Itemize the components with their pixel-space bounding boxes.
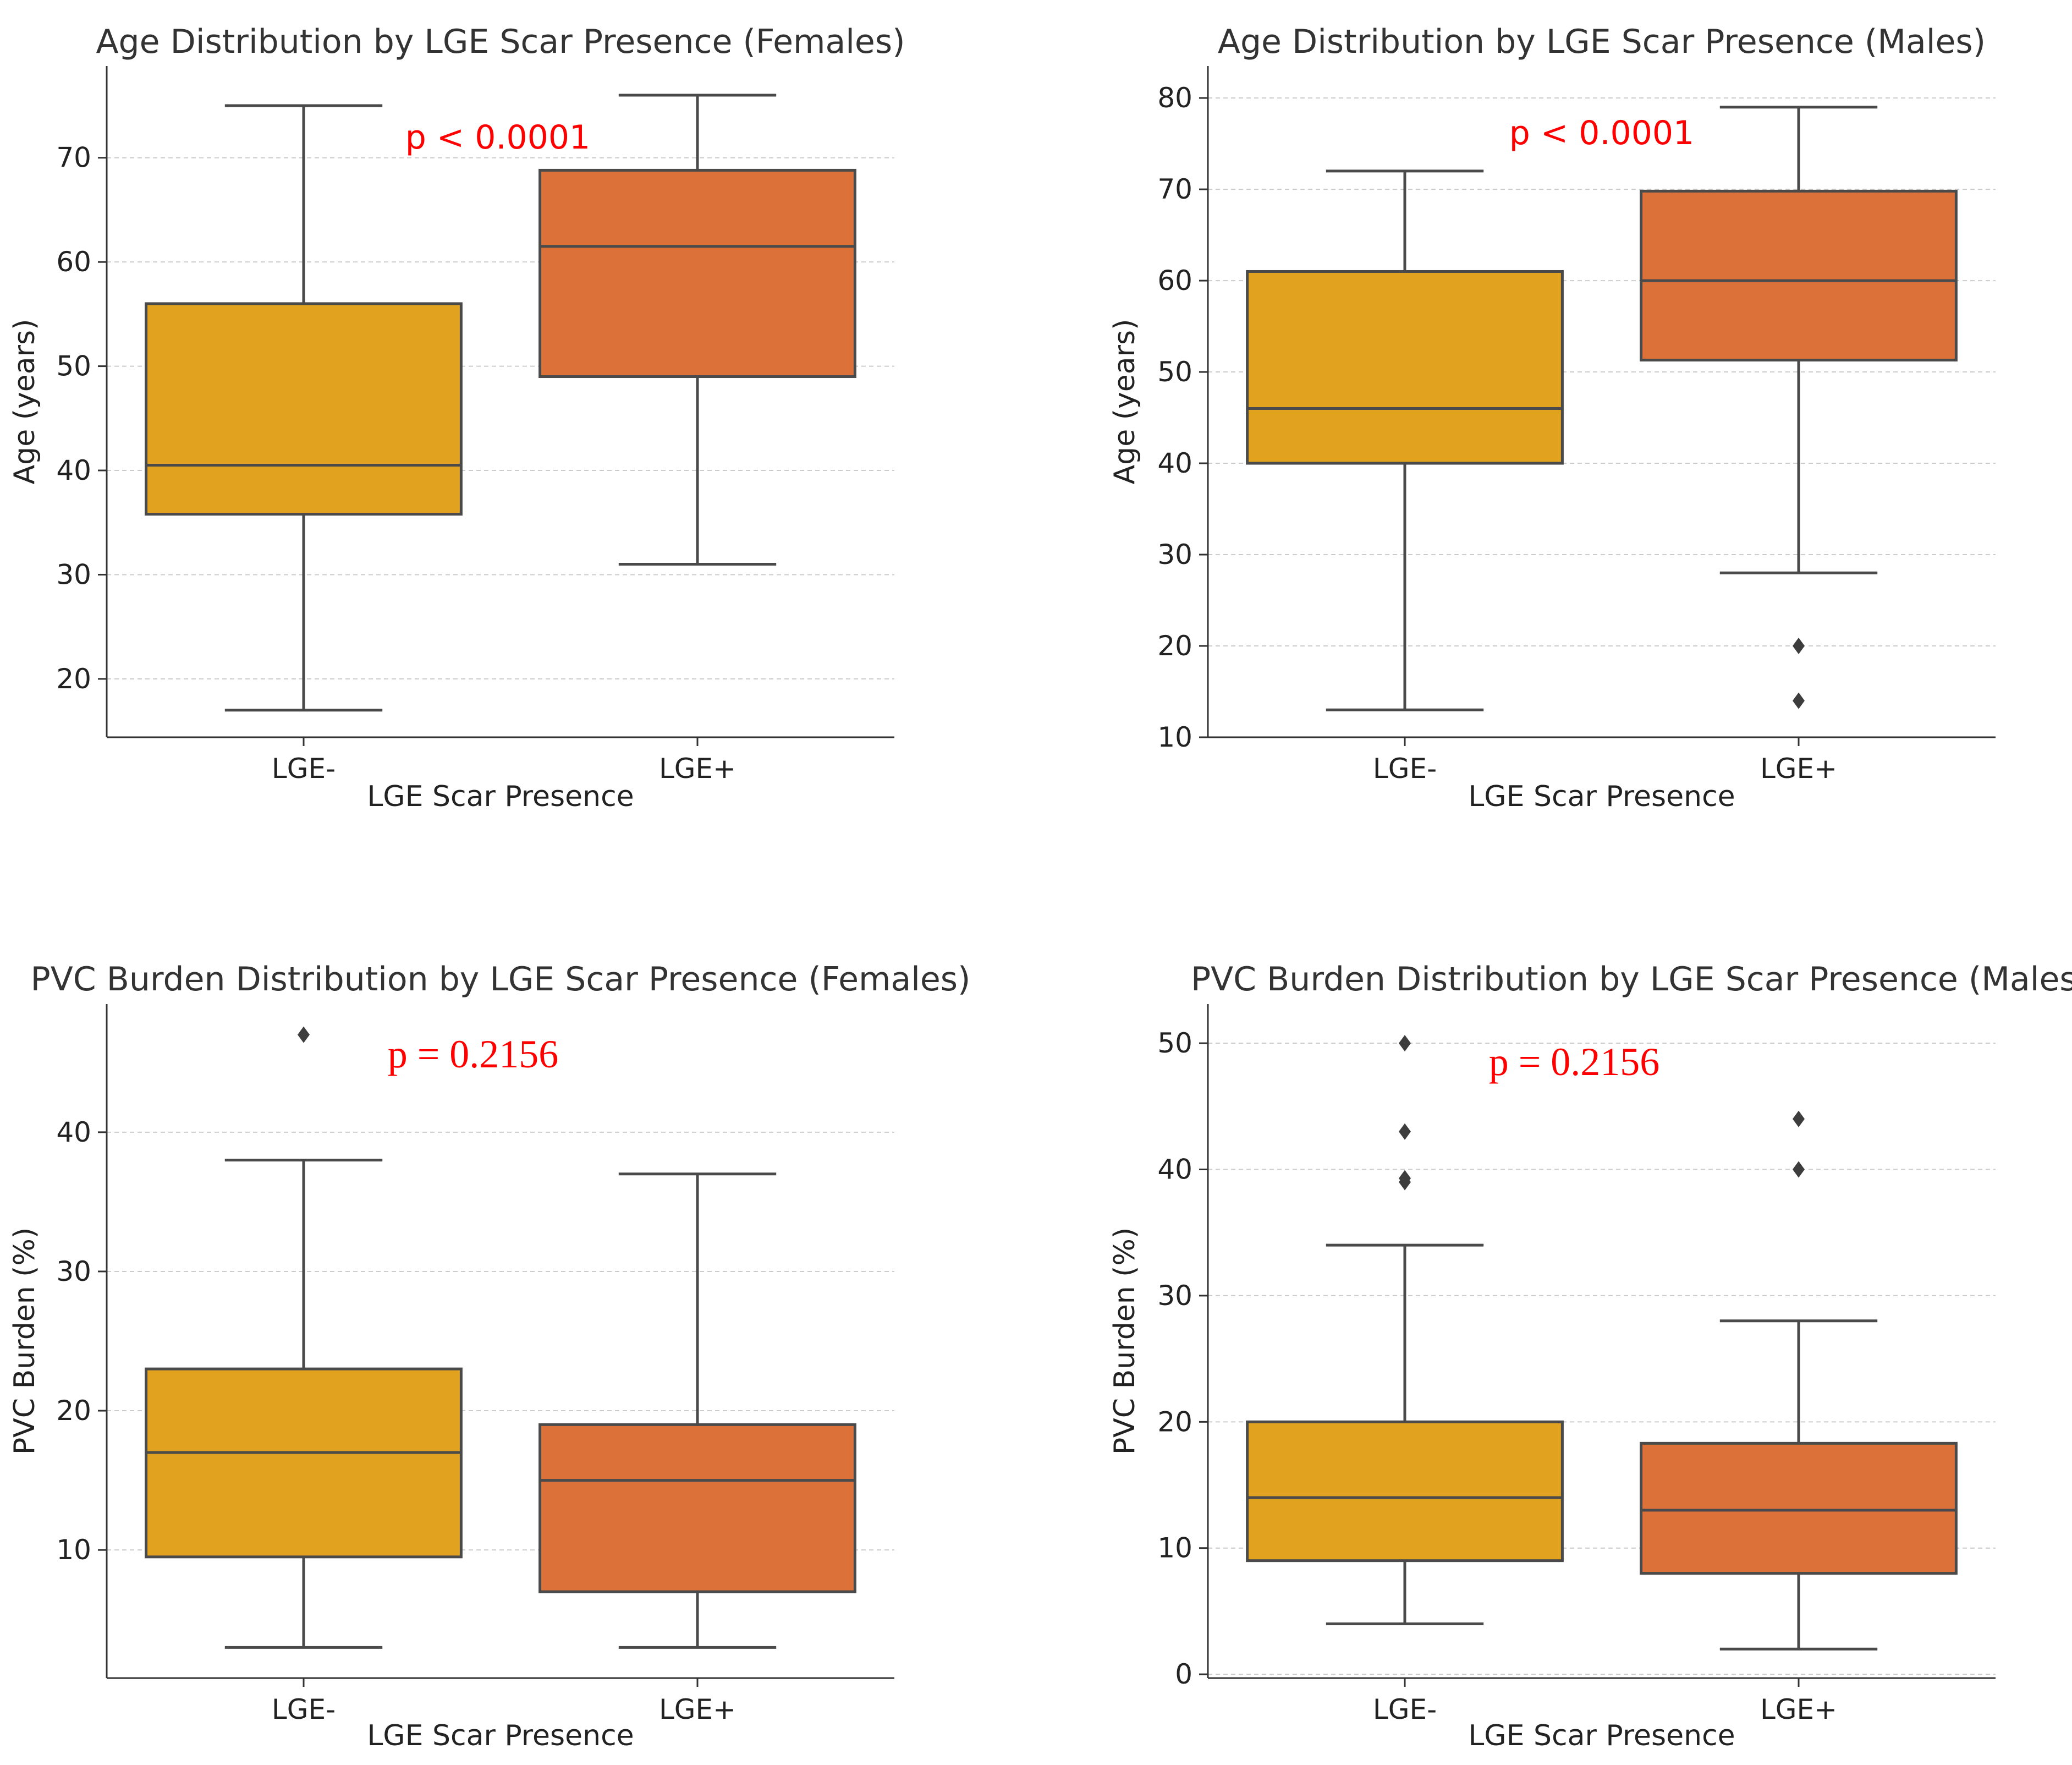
outlier-point [1793, 638, 1805, 655]
y-tick-label: 40 [1157, 1154, 1192, 1186]
x-tick-label: LGE+ [1760, 1693, 1837, 1725]
outlier-point [1793, 1110, 1805, 1127]
y-tick-label: 20 [56, 663, 91, 695]
x-axis-label: LGE Scar Presence [367, 780, 634, 813]
box-LGE- [145, 1367, 463, 1559]
chart-title: Age Distribution by LGE Scar Presence (F… [96, 23, 905, 61]
outlier-point [1793, 1161, 1805, 1178]
y-tick-label: 10 [1157, 1532, 1192, 1564]
outlier-point [1793, 692, 1805, 709]
x-tick-label: LGE+ [1760, 753, 1837, 785]
chart-title: Age Distribution by LGE Scar Presence (M… [1218, 23, 1986, 61]
y-tick-label: 60 [56, 246, 91, 278]
y-tick-label: 40 [56, 454, 91, 486]
y-tick-label: 60 [1157, 265, 1192, 297]
p-value-annotation: p = 0.2156 [1489, 1040, 1660, 1084]
y-tick-label: 40 [56, 1116, 91, 1148]
y-tick-label: 10 [56, 1534, 91, 1566]
y-axis-label: Age (years) [8, 319, 41, 485]
y-tick-label: 0 [1175, 1658, 1192, 1690]
y-tick-label: 30 [56, 558, 91, 590]
y-tick-label: 20 [1157, 1406, 1192, 1438]
y-tick-label: 30 [1157, 539, 1192, 571]
box-LGE- [145, 302, 463, 516]
chart-panel-3: 10 20 30 40 LGE- LGE+ PVC Burden Distribution … [8, 960, 970, 1752]
x-tick-label: LGE- [272, 753, 336, 785]
y-tick-label: 50 [56, 350, 91, 382]
y-axis-label: Age (years) [1108, 319, 1141, 485]
outlier-point [298, 1026, 310, 1043]
x-axis-label: LGE Scar Presence [1468, 1719, 1735, 1752]
chart-panel-2: 10 20 30 40 50 60 70 80 LGE- LGE+ Age Distribution… [1108, 23, 1996, 813]
chart-title: PVC Burden Distribution by LGE Scar Pres… [1191, 960, 2072, 999]
x-tick-label: LGE- [272, 1693, 336, 1725]
x-tick-label: LGE- [1373, 1693, 1437, 1725]
y-tick-label: 20 [1157, 630, 1192, 662]
outlier-point [1399, 1174, 1411, 1191]
y-tick-label: 70 [1157, 173, 1192, 205]
y-tick-label: 20 [56, 1395, 91, 1427]
box-LGE+ [1640, 1441, 1958, 1575]
outlier-point [1399, 1123, 1411, 1140]
y-tick-label: 10 [1157, 721, 1192, 753]
y-tick-label: 30 [1157, 1280, 1192, 1312]
chart-panel-1: 20 30 40 50 60 70 LGE- LGE+ Age Distribution by … [8, 23, 905, 813]
chart-panel-4: 0 10 20 30 40 50 LGE- LGE+ PVC Burden Distributi… [1108, 960, 2072, 1752]
x-tick-label: LGE+ [659, 753, 736, 785]
x-tick-label: LGE+ [659, 1693, 736, 1725]
box-LGE+ [538, 1423, 856, 1593]
y-axis-label: PVC Burden (%) [8, 1227, 41, 1455]
box-LGE- [1246, 1420, 1564, 1563]
chart-title: PVC Burden Distribution by LGE Scar Pres… [31, 960, 971, 999]
box-LGE+ [538, 168, 856, 379]
box-LGE- [1246, 270, 1564, 465]
y-axis-label: PVC Burden (%) [1108, 1227, 1141, 1455]
x-tick-label: LGE- [1373, 753, 1437, 785]
box-LGE+ [1640, 189, 1958, 361]
p-value-annotation: p < 0.0001 [1509, 114, 1694, 152]
y-tick-label: 50 [1157, 356, 1192, 388]
p-value-annotation: p < 0.0001 [405, 118, 590, 157]
y-tick-label: 50 [1157, 1027, 1192, 1059]
y-tick-label: 40 [1157, 447, 1192, 479]
y-tick-label: 30 [56, 1256, 91, 1287]
p-value-annotation: p = 0.2156 [388, 1032, 559, 1076]
y-tick-label: 70 [56, 142, 91, 174]
x-axis-label: LGE Scar Presence [1468, 780, 1735, 813]
y-tick-label: 80 [1157, 82, 1192, 114]
outlier-point [1399, 1035, 1411, 1052]
x-axis-label: LGE Scar Presence [367, 1719, 634, 1752]
